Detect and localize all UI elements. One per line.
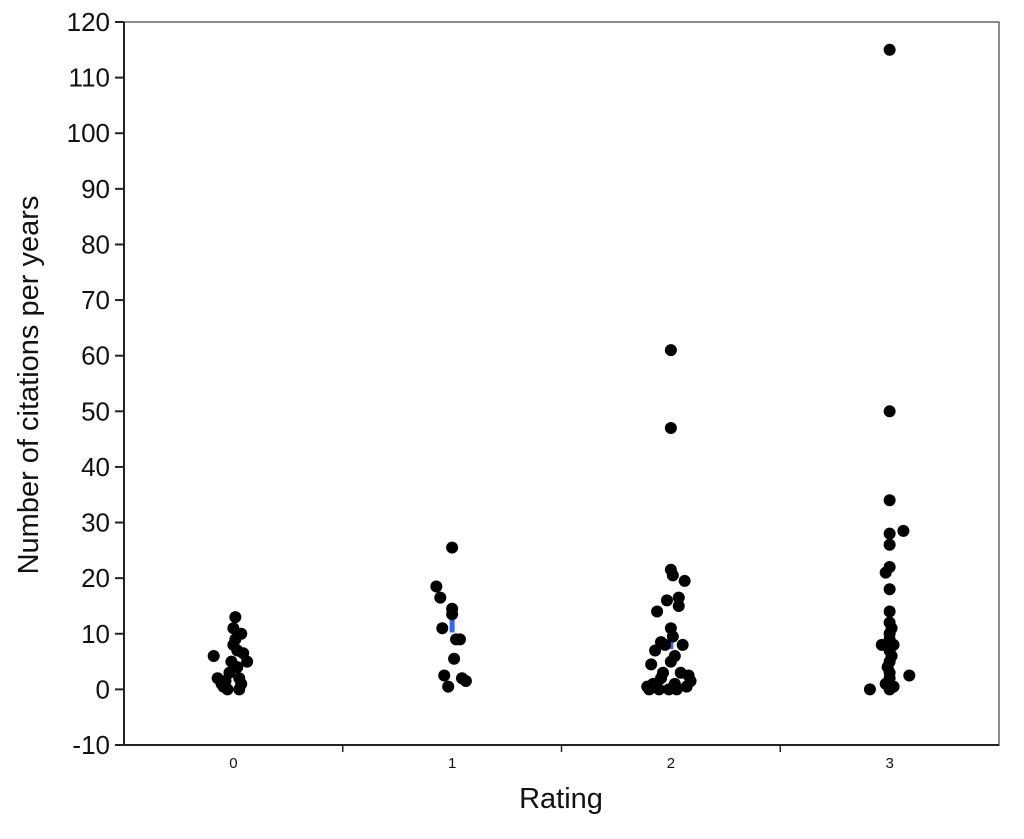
- data-point: [883, 43, 896, 56]
- data-point: [885, 650, 898, 663]
- data-point: [883, 583, 896, 596]
- y-tick-label: 20: [81, 563, 110, 593]
- x-axis-title: Rating: [519, 783, 603, 815]
- y-tick-label: 50: [81, 396, 110, 426]
- data-point: [446, 541, 459, 554]
- data-point: [863, 683, 876, 696]
- y-tick-label: 0: [96, 674, 110, 704]
- data-point: [897, 524, 910, 537]
- data-point: [660, 594, 673, 607]
- y-tick-label: 30: [81, 508, 110, 538]
- data-point: [883, 561, 896, 574]
- x-tick-label: 0: [229, 755, 237, 772]
- x-axis-ticks: 0 1 2 3: [229, 745, 894, 772]
- data-point: [645, 658, 658, 671]
- data-point: [459, 675, 472, 688]
- data-point: [221, 683, 234, 696]
- data-point: [664, 421, 677, 434]
- data-point: [684, 675, 697, 688]
- data-point: [664, 344, 677, 357]
- y-tick-label: 90: [81, 174, 110, 204]
- data-point: [229, 611, 242, 624]
- y-tick-label: 110: [69, 63, 110, 93]
- y-tick-label: 70: [81, 285, 110, 315]
- data-point: [653, 683, 666, 696]
- data-point: [887, 638, 900, 651]
- data-point: [231, 661, 244, 674]
- data-point: [887, 680, 900, 693]
- data-point: [434, 591, 447, 604]
- data-point: [883, 538, 896, 551]
- y-axis-ticks: -10 0 10 20 30 40 50 60 70 80 90 100 110 120: [67, 7, 124, 760]
- data-point: [672, 591, 685, 604]
- data-point: [655, 636, 668, 649]
- data-point: [235, 677, 248, 690]
- data-point: [883, 527, 896, 540]
- data-point: [235, 627, 248, 640]
- data-point: [883, 405, 896, 418]
- data-point: [442, 680, 455, 693]
- data-point: [651, 605, 664, 618]
- data-point: [448, 652, 461, 665]
- x-tick-label: 3: [885, 755, 893, 772]
- data-point: [241, 655, 254, 668]
- data-point: [446, 608, 459, 621]
- data-point: [454, 633, 466, 646]
- y-tick-label: 60: [81, 341, 110, 371]
- data-point: [666, 569, 679, 582]
- data-point: [678, 574, 691, 587]
- data-point: [207, 650, 220, 663]
- y-tick-label: 80: [81, 229, 110, 259]
- data-point: [649, 644, 662, 657]
- data-point: [666, 630, 679, 643]
- data-point: [676, 638, 689, 651]
- data-points: [207, 43, 916, 696]
- y-tick-label: 120: [67, 7, 110, 37]
- x-tick-label: 1: [448, 755, 456, 772]
- x-tick-label: 2: [667, 755, 675, 772]
- y-tick-label: 100: [67, 118, 110, 148]
- data-point: [657, 666, 669, 679]
- y-tick-label: 10: [81, 619, 110, 649]
- data-point: [883, 605, 896, 618]
- y-axis-title: Number of citations per years: [13, 196, 45, 575]
- y-tick-label: 40: [81, 452, 110, 482]
- data-point: [438, 669, 451, 682]
- data-point: [883, 494, 896, 507]
- data-point: [668, 650, 681, 663]
- data-point: [885, 622, 898, 635]
- data-point: [903, 669, 916, 682]
- data-point: [436, 622, 449, 635]
- data-point: [670, 683, 683, 696]
- data-point: [672, 599, 685, 612]
- y-tick-label: -10: [72, 730, 110, 760]
- data-point: [430, 580, 443, 593]
